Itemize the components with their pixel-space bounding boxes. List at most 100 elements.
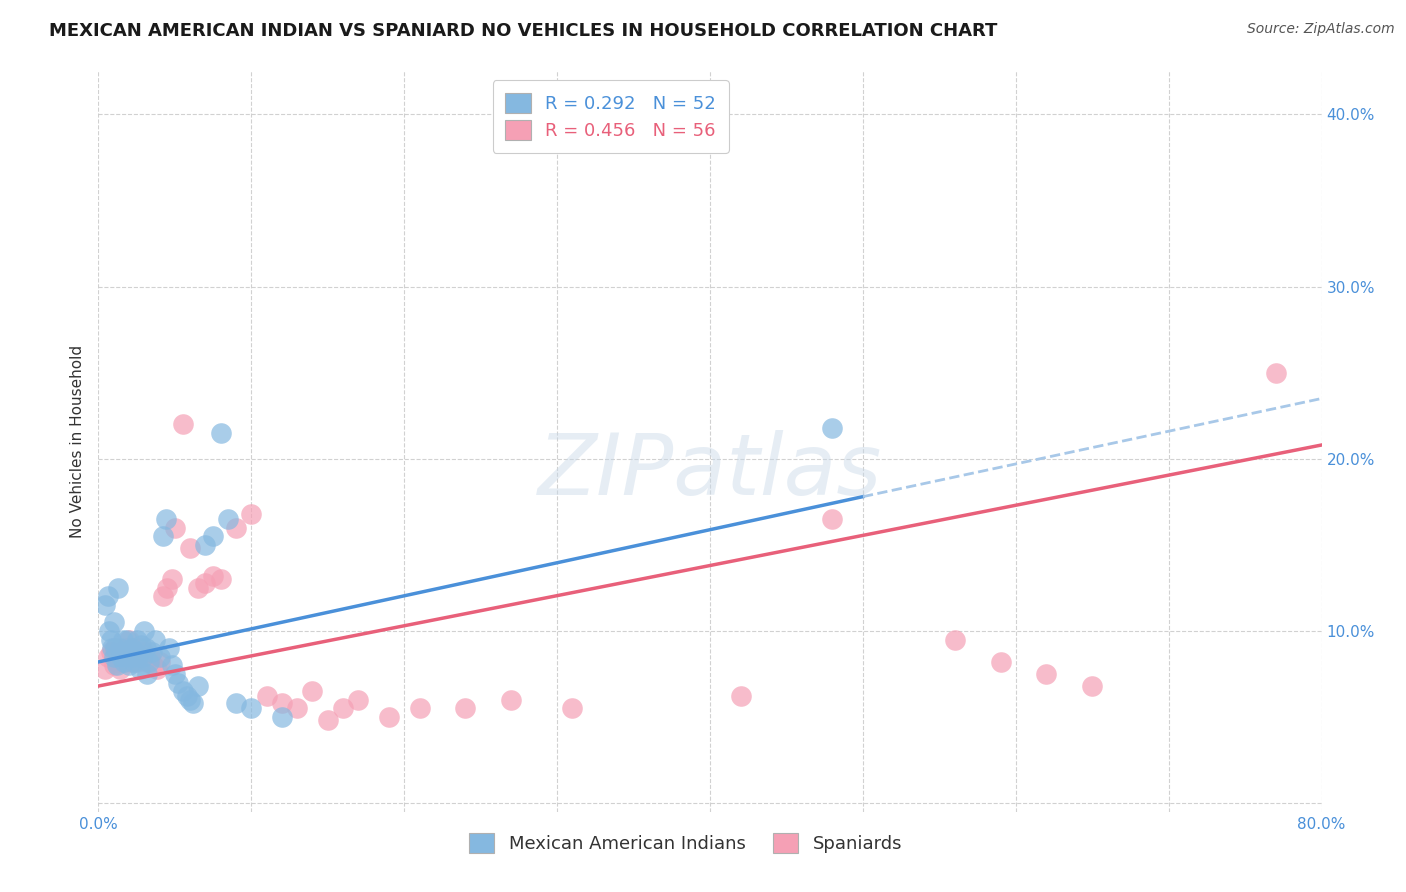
Point	[103, 615, 125, 630]
Point	[129, 641, 152, 656]
Point	[821, 421, 844, 435]
Point	[501, 693, 523, 707]
Point	[217, 512, 239, 526]
Point	[120, 655, 142, 669]
Point	[136, 655, 159, 669]
Point	[134, 644, 156, 658]
Point	[103, 658, 125, 673]
Point	[1035, 667, 1057, 681]
Point	[143, 632, 166, 647]
Point	[108, 662, 131, 676]
Point	[990, 655, 1012, 669]
Point	[454, 701, 477, 715]
Point	[100, 644, 122, 658]
Point	[194, 575, 217, 590]
Point	[172, 684, 194, 698]
Text: ZIPatlas: ZIPatlas	[538, 430, 882, 513]
Point	[125, 632, 148, 647]
Point	[122, 644, 145, 658]
Point	[115, 644, 138, 658]
Point	[256, 690, 278, 704]
Point	[107, 649, 129, 664]
Point	[110, 644, 132, 658]
Point	[121, 641, 143, 656]
Point	[202, 569, 225, 583]
Point	[943, 632, 966, 647]
Point	[139, 649, 162, 664]
Point	[270, 696, 292, 710]
Point	[121, 641, 143, 656]
Point	[160, 572, 183, 586]
Point	[97, 649, 120, 664]
Point	[408, 701, 430, 715]
Point	[104, 641, 127, 656]
Point	[136, 667, 159, 681]
Point	[101, 641, 124, 656]
Point	[225, 696, 247, 710]
Point	[117, 649, 139, 664]
Point	[103, 649, 125, 664]
Point	[98, 624, 121, 638]
Point	[179, 541, 201, 556]
Point	[187, 679, 209, 693]
Point	[270, 710, 292, 724]
Point	[105, 658, 128, 673]
Text: MEXICAN AMERICAN INDIAN VS SPANIARD NO VEHICLES IN HOUSEHOLD CORRELATION CHART: MEXICAN AMERICAN INDIAN VS SPANIARD NO V…	[49, 22, 998, 40]
Point	[561, 701, 583, 715]
Point	[118, 658, 141, 673]
Point	[156, 581, 179, 595]
Point	[138, 655, 160, 669]
Point	[149, 655, 172, 669]
Point	[122, 655, 145, 669]
Point	[163, 667, 186, 681]
Point	[145, 662, 167, 676]
Point	[115, 641, 138, 656]
Point	[125, 655, 148, 669]
Point	[172, 417, 194, 432]
Point	[149, 649, 172, 664]
Point	[127, 649, 149, 664]
Point	[730, 690, 752, 704]
Point	[240, 701, 263, 715]
Point	[141, 644, 163, 658]
Point	[120, 649, 142, 664]
Point	[285, 701, 308, 715]
Point	[129, 638, 152, 652]
Point	[152, 590, 174, 604]
Point	[135, 641, 157, 656]
Point	[110, 649, 132, 664]
Point	[128, 662, 150, 676]
Point	[100, 632, 122, 647]
Point	[179, 693, 201, 707]
Point	[155, 512, 177, 526]
Point	[301, 684, 323, 698]
Point	[160, 658, 183, 673]
Point	[127, 649, 149, 664]
Point	[194, 538, 217, 552]
Point	[347, 693, 370, 707]
Point	[163, 521, 186, 535]
Point	[378, 710, 401, 724]
Point	[118, 632, 141, 647]
Point	[240, 507, 263, 521]
Point	[104, 641, 127, 656]
Point	[124, 644, 146, 658]
Point	[132, 649, 155, 664]
Point	[111, 632, 134, 647]
Point	[93, 662, 115, 676]
Point	[117, 632, 139, 647]
Point	[152, 529, 174, 543]
Y-axis label: No Vehicles in Household: No Vehicles in Household	[70, 345, 86, 538]
Point	[107, 581, 129, 595]
Point	[108, 641, 131, 656]
Point	[1264, 366, 1286, 380]
Point	[176, 690, 198, 704]
Point	[142, 658, 165, 673]
Point	[209, 425, 232, 440]
Point	[181, 696, 204, 710]
Point	[134, 624, 156, 638]
Legend: Mexican American Indians, Spaniards: Mexican American Indians, Spaniards	[457, 821, 915, 865]
Point	[93, 598, 115, 612]
Point	[821, 512, 844, 526]
Point	[225, 521, 247, 535]
